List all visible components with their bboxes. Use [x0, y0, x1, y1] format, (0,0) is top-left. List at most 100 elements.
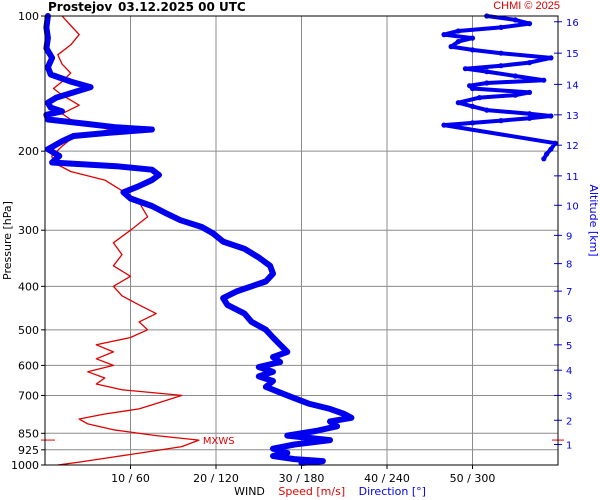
direction-point [256, 364, 262, 370]
altitude-tick-label: 4 [566, 366, 572, 377]
direction-point [45, 100, 51, 106]
sounding-datetime: 03.12.2025 00 UTC [118, 0, 246, 14]
direction-point [256, 254, 262, 261]
direction-point [210, 230, 216, 237]
direction-point [263, 384, 269, 390]
x-tick-labels: 10 / 60 20 / 120 30 / 180 40 / 240 50 / 300 [111, 472, 495, 485]
direction-point [88, 84, 94, 90]
direction-point [220, 239, 226, 245]
direction-point [263, 327, 269, 333]
direction-point [512, 73, 518, 79]
direction-point [334, 423, 340, 429]
direction-point [548, 113, 554, 119]
direction-point [263, 278, 269, 284]
mxws-label: MXWS [203, 436, 235, 447]
direction-point [455, 100, 461, 106]
pressure-tick-label: 400 [18, 280, 39, 293]
direction-point [149, 203, 155, 209]
direction-point [270, 334, 276, 341]
direction-line [43, 13, 355, 466]
direction-point [135, 184, 141, 190]
direction-point [526, 89, 533, 95]
altitude-tick-label: 9 [566, 231, 572, 242]
direction-point [270, 378, 276, 384]
direction-point [467, 83, 473, 89]
copyright-text: CHMI © 2025 [493, 0, 560, 12]
direction-point [113, 163, 119, 169]
direction-point [149, 177, 155, 183]
direction-point [45, 116, 51, 123]
direction-point [59, 108, 65, 114]
direction-point [270, 369, 276, 375]
direction-point [327, 437, 333, 443]
direction-point [270, 446, 276, 452]
direction-point [68, 79, 74, 85]
direction-point [477, 95, 483, 101]
direction-point [313, 428, 319, 434]
pressure-tick-label: 500 [18, 324, 39, 337]
pressure-tick-label: 1000 [11, 459, 39, 472]
direction-point [249, 319, 255, 325]
direction-point [548, 146, 554, 152]
x-axis-label: WIND Speed [m/s] Direction [°] [234, 485, 426, 498]
direction-series-upper [441, 13, 558, 162]
direction-point [484, 107, 490, 113]
direction-point [241, 311, 248, 317]
direction-point [224, 302, 230, 308]
direction-point [526, 115, 533, 121]
direction-point [341, 411, 347, 417]
direction-point [113, 124, 119, 130]
direction-point [199, 224, 205, 230]
station-name: Prostejov [48, 0, 113, 14]
altitude-tick-label: 6 [566, 314, 572, 325]
direction-point [53, 95, 60, 101]
x-axis-speed-label: Speed [m/s] [278, 485, 345, 498]
direction-point [320, 458, 326, 464]
direction-point [48, 105, 54, 111]
altitude-tick-label: 3 [566, 391, 572, 402]
altitude-tick-label: 11 [566, 172, 579, 183]
direction-point [291, 395, 297, 401]
direction-point [306, 401, 312, 407]
direction-point [85, 121, 91, 127]
altitude-tick-label: 7 [566, 287, 572, 298]
direction-point [544, 151, 550, 157]
speed-series [51, 15, 200, 466]
x-axis-wind-label: WIND [234, 485, 265, 498]
direction-point [526, 60, 533, 66]
direction-point [48, 71, 54, 78]
direction-point [455, 28, 461, 34]
direction-point [45, 146, 51, 152]
pressure-tick-label: 200 [18, 145, 39, 158]
direction-point [441, 122, 447, 128]
direction-point [548, 55, 554, 61]
direction-point [469, 103, 476, 109]
direction-point [469, 120, 476, 126]
wind-tick-label: 40 / 240 [364, 472, 410, 485]
direction-point [270, 271, 276, 277]
direction-point [163, 210, 169, 216]
direction-point [469, 35, 476, 41]
direction-point [327, 406, 333, 412]
direction-point [348, 415, 354, 421]
direction-point [59, 138, 65, 144]
y-axis-label: Pressure [hPa] [1, 201, 14, 280]
direction-point [541, 156, 547, 162]
direction-point [277, 390, 283, 396]
direction-point [234, 288, 240, 294]
direction-point [498, 118, 504, 124]
y2-axis-label: Altitude [km] [587, 184, 600, 256]
direction-point [49, 55, 55, 61]
direction-point [177, 217, 183, 223]
direction-point [267, 263, 273, 269]
direction-point [120, 189, 126, 195]
direction-point [277, 342, 283, 348]
altitude-tick-label: 5 [566, 341, 572, 352]
direction-point [241, 246, 248, 252]
pressure-tick-label: 600 [18, 359, 39, 372]
altitude-tick-label: 1 [566, 440, 572, 451]
series-layer [43, 13, 558, 466]
direction-point [149, 126, 155, 133]
